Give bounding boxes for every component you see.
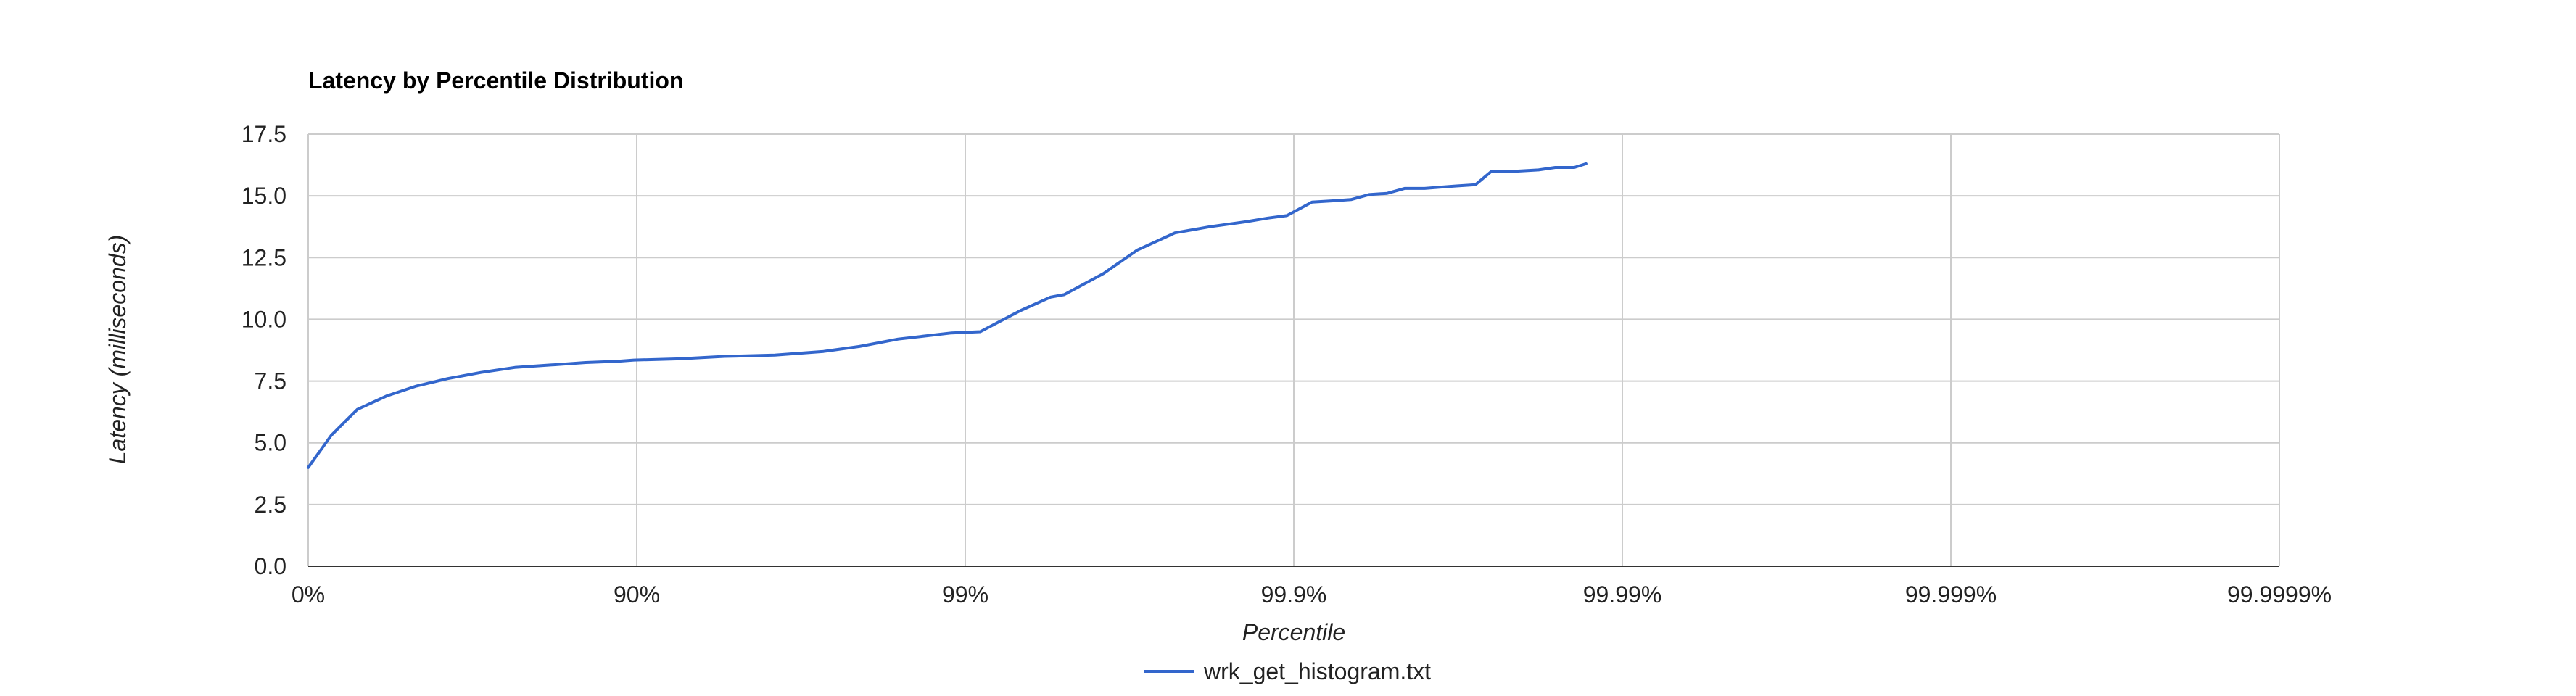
legend[interactable]: wrk_get_histogram.txt xyxy=(1144,658,1431,684)
x-tick-label: 90% xyxy=(614,581,660,608)
x-tick-label: 99.9% xyxy=(1261,581,1327,608)
y-tick-label: 15.0 xyxy=(242,183,286,209)
x-tick-label: 0% xyxy=(292,581,325,608)
y-tick-label: 7.5 xyxy=(255,368,286,394)
x-tick-label: 99.9999% xyxy=(2227,581,2332,608)
series-line xyxy=(307,162,1588,469)
chart-title: Latency by Percentile Distribution xyxy=(308,67,683,94)
x-axis-title: Percentile xyxy=(1242,619,1345,645)
y-tick-label: 5.0 xyxy=(255,430,286,456)
y-tick-label: 2.5 xyxy=(255,492,286,518)
x-tick-label: 99.999% xyxy=(1905,581,1997,608)
series-layer xyxy=(307,162,1588,469)
legend-label: wrk_get_histogram.txt xyxy=(1203,658,1431,684)
y-tick-label: 12.5 xyxy=(242,244,286,270)
y-tick-label: 10.0 xyxy=(242,306,286,332)
y-axis-ticks: 0.0 2.5 5.0 7.5 10.0 12.5 15.0 17.5 xyxy=(242,121,286,579)
grid-lines xyxy=(307,133,2280,566)
y-tick-label: 17.5 xyxy=(242,121,286,147)
y-tick-label: 0.0 xyxy=(255,553,286,579)
y-axis-title: Latency (milliseconds) xyxy=(104,235,131,465)
x-tick-label: 99.99% xyxy=(1583,581,1662,608)
x-tick-label: 99% xyxy=(942,581,988,608)
x-axis-ticks: 0% 90% 99% 99.9% 99.99% 99.999% 99.9999% xyxy=(292,581,2332,608)
